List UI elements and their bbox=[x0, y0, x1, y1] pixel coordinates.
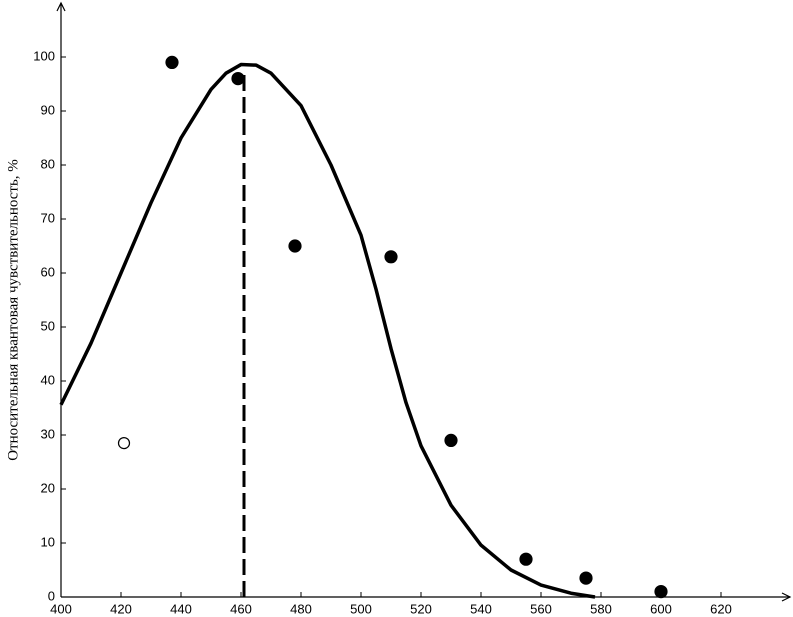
x-arrow bbox=[781, 592, 792, 602]
x-tick-label: 420 bbox=[110, 601, 132, 616]
point bbox=[444, 433, 458, 447]
x-tick-label: 480 bbox=[290, 601, 312, 616]
y-tick-label: 90 bbox=[41, 102, 55, 117]
y-tick-label: 60 bbox=[41, 264, 55, 279]
open-point bbox=[117, 437, 131, 450]
y-axis-label: Относительная квантовая чувствительность… bbox=[5, 159, 21, 461]
y-tick-label: 10 bbox=[41, 534, 55, 549]
x-tick-label: 460 bbox=[230, 601, 252, 616]
point bbox=[231, 71, 245, 86]
y-tick-label: 50 bbox=[41, 318, 55, 333]
x-tick-label: 600 bbox=[650, 601, 672, 616]
x-tick-label: 400 bbox=[50, 601, 72, 616]
y-tick-label: 70 bbox=[41, 210, 55, 225]
y-tick-label: 0 bbox=[48, 588, 55, 603]
x-tick-label: 580 bbox=[590, 601, 612, 616]
y-tick-label: 40 bbox=[41, 372, 55, 387]
x-tick-label: 520 bbox=[410, 601, 432, 616]
point bbox=[579, 571, 593, 585]
x-tick-label: 440 bbox=[170, 601, 192, 616]
y-tick-label: 20 bbox=[41, 480, 55, 495]
x-tick-label: 500 bbox=[350, 601, 372, 616]
point bbox=[384, 250, 398, 264]
point bbox=[519, 552, 533, 566]
curve bbox=[59, 62, 596, 599]
y-arrow bbox=[56, 1, 66, 12]
point bbox=[654, 584, 668, 599]
y-tick-label: 80 bbox=[41, 156, 55, 171]
point bbox=[288, 239, 302, 253]
x-tick-label: 560 bbox=[530, 601, 552, 616]
x-tick-label: 540 bbox=[470, 601, 492, 616]
point bbox=[165, 55, 179, 70]
x-tick-label: 620 bbox=[710, 601, 732, 616]
y-tick-label: 30 bbox=[41, 426, 55, 441]
y-tick-label: 100 bbox=[33, 48, 55, 63]
